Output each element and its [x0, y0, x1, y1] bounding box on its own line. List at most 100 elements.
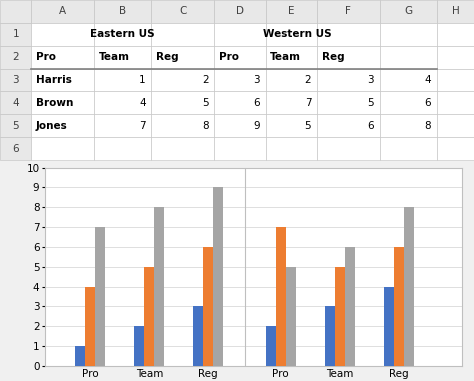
Bar — [94, 114, 151, 137]
Bar — [31, 137, 94, 160]
Bar — [95, 227, 105, 366]
Text: 2: 2 — [12, 52, 19, 62]
Text: Western US: Western US — [263, 29, 331, 39]
Bar — [0, 91, 31, 114]
Bar — [266, 326, 276, 366]
Bar — [384, 287, 394, 366]
Bar — [94, 23, 151, 46]
Bar — [325, 306, 335, 366]
Text: 8: 8 — [425, 121, 431, 131]
Text: B: B — [119, 6, 127, 16]
Bar — [286, 267, 296, 366]
Text: 1: 1 — [139, 75, 146, 85]
Bar — [0, 69, 31, 91]
Text: Reg: Reg — [321, 52, 344, 62]
Bar — [155, 207, 164, 366]
Text: G: G — [404, 6, 412, 16]
Text: 6: 6 — [12, 144, 19, 154]
Text: 3: 3 — [367, 75, 374, 85]
Text: 9: 9 — [253, 121, 260, 131]
Bar — [265, 46, 317, 69]
Bar — [0, 114, 31, 137]
Bar — [213, 187, 223, 366]
Bar — [380, 91, 437, 114]
Bar — [404, 207, 414, 366]
Bar — [0, 23, 31, 46]
Bar — [214, 114, 265, 137]
Bar — [265, 91, 317, 114]
Text: Harris: Harris — [36, 75, 72, 85]
Text: 4: 4 — [139, 98, 146, 108]
Bar — [380, 0, 437, 23]
Bar — [437, 69, 474, 91]
Bar — [380, 137, 437, 160]
Bar — [75, 346, 85, 366]
Text: Pro: Pro — [36, 52, 56, 62]
Text: 8: 8 — [202, 121, 209, 131]
Text: A: A — [59, 6, 66, 16]
Bar — [151, 46, 214, 69]
Text: 7: 7 — [305, 98, 311, 108]
Bar — [151, 69, 214, 91]
Bar — [31, 114, 94, 137]
Bar — [94, 0, 151, 23]
Bar — [94, 46, 151, 69]
Bar — [31, 46, 94, 69]
Bar — [31, 91, 94, 114]
Text: Brown: Brown — [36, 98, 73, 108]
Text: H: H — [452, 6, 459, 16]
Bar — [265, 23, 317, 46]
Text: Eastern US: Eastern US — [91, 29, 155, 39]
Bar — [437, 46, 474, 69]
Bar — [317, 137, 380, 160]
Text: Team: Team — [270, 52, 301, 62]
Bar — [380, 69, 437, 91]
Bar — [214, 69, 265, 91]
Bar — [31, 69, 94, 91]
Bar — [214, 91, 265, 114]
Bar — [265, 0, 317, 23]
Text: 5: 5 — [305, 121, 311, 131]
Bar — [214, 137, 265, 160]
Text: 6: 6 — [425, 98, 431, 108]
Text: 5: 5 — [202, 98, 209, 108]
Bar — [317, 46, 380, 69]
Text: 5: 5 — [12, 121, 19, 131]
Text: Jones: Jones — [36, 121, 68, 131]
Text: Pro: Pro — [219, 52, 239, 62]
Bar — [380, 23, 437, 46]
Bar — [31, 23, 94, 46]
Bar — [437, 114, 474, 137]
Bar — [317, 91, 380, 114]
Bar — [317, 0, 380, 23]
Bar — [265, 114, 317, 137]
Bar — [345, 247, 355, 366]
Text: 1: 1 — [12, 29, 19, 39]
Bar — [335, 267, 345, 366]
Bar — [214, 46, 265, 69]
Text: Team: Team — [99, 52, 130, 62]
Bar — [265, 137, 317, 160]
Bar — [151, 0, 214, 23]
Text: Reg: Reg — [156, 52, 179, 62]
Bar — [214, 23, 265, 46]
Text: F: F — [346, 6, 351, 16]
Text: 7: 7 — [139, 121, 146, 131]
Text: 5: 5 — [367, 98, 374, 108]
Bar — [94, 137, 151, 160]
Bar — [317, 114, 380, 137]
Bar — [144, 267, 155, 366]
Bar — [265, 69, 317, 91]
Bar — [151, 23, 214, 46]
Text: 4: 4 — [12, 98, 19, 108]
Bar — [437, 91, 474, 114]
Bar — [94, 69, 151, 91]
Bar — [31, 0, 94, 23]
Text: 3: 3 — [12, 75, 19, 85]
Bar — [437, 0, 474, 23]
Text: E: E — [288, 6, 294, 16]
Text: 3: 3 — [253, 75, 260, 85]
Bar — [317, 69, 380, 91]
Text: C: C — [179, 6, 186, 16]
Bar — [151, 91, 214, 114]
